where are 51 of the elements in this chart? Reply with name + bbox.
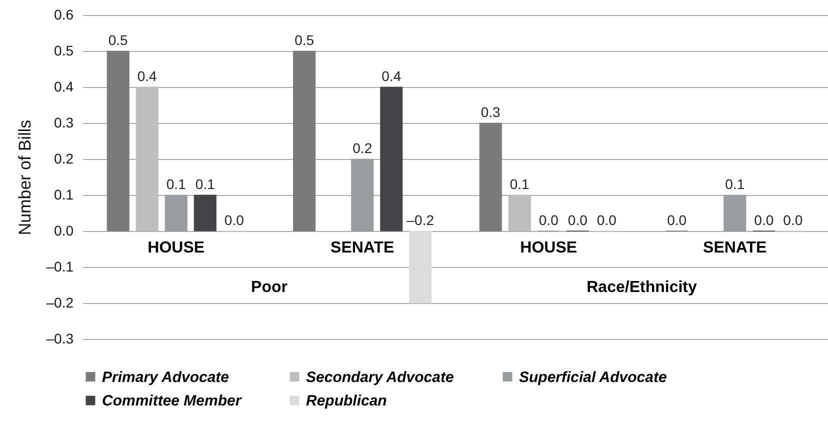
data-label: 0.1	[166, 176, 186, 192]
data-label: 0.0	[224, 212, 244, 228]
legend-label: Republican	[306, 392, 387, 410]
y-tick-label: –0.3	[46, 330, 74, 346]
bar	[508, 194, 531, 232]
bar	[106, 50, 130, 232]
data-label: 0.0	[667, 212, 687, 228]
legend-label: Superficial Advocate	[519, 368, 667, 386]
data-label: 0.4	[382, 68, 402, 84]
data-label: 0.4	[137, 68, 158, 84]
data-label: 0.0	[783, 212, 803, 228]
bar	[351, 158, 374, 232]
data-label: 0.2	[352, 140, 372, 156]
y-tick-label: 0.2	[54, 150, 74, 166]
x-tick-label: HOUSE	[520, 240, 578, 256]
data-label: 0.5	[108, 32, 128, 48]
data-label: 0.0	[538, 212, 559, 228]
y-tick-label: –0.1	[46, 258, 74, 274]
y-tick-label: 0.6	[54, 6, 74, 22]
data-label: 0.0	[754, 212, 774, 228]
legend-label: Secondary Advocate	[306, 368, 454, 386]
y-axis-title: Number of Bills	[15, 120, 34, 236]
y-tick-label: 0.3	[54, 114, 74, 130]
data-label: 0.5	[294, 32, 314, 48]
data-label: 0.1	[725, 176, 745, 192]
y-tick-label: –0.2	[46, 294, 74, 310]
x-tick-label: HOUSE	[148, 240, 205, 256]
data-label: 0.1	[195, 176, 216, 192]
data-label: 0.0	[568, 212, 588, 228]
data-label: 0.0	[596, 212, 617, 228]
legend-label: Primary Advocate	[102, 368, 230, 386]
bar	[293, 50, 316, 232]
y-tick-label: 0.5	[54, 42, 74, 58]
y-tick-label: 0.1	[54, 186, 74, 202]
y-tick-label: 0.4	[54, 78, 74, 94]
bar	[724, 194, 746, 232]
legend-label: Committee Member	[102, 392, 242, 410]
bar	[194, 194, 216, 232]
data-label: 0.3	[480, 104, 501, 120]
bar	[409, 230, 432, 304]
bar	[136, 86, 158, 232]
y-tick-label: 0.0	[54, 222, 74, 238]
x-tick-label: SENATE	[703, 240, 768, 256]
data-label: –0.2	[406, 212, 434, 228]
bar	[380, 86, 403, 232]
annotation: Race/Ethnicity	[586, 279, 697, 296]
bar	[479, 122, 502, 232]
annotation: Poor	[251, 279, 288, 296]
bar	[164, 194, 188, 232]
x-tick-label: SENATE	[330, 240, 395, 256]
data-label: 0.1	[510, 176, 530, 192]
